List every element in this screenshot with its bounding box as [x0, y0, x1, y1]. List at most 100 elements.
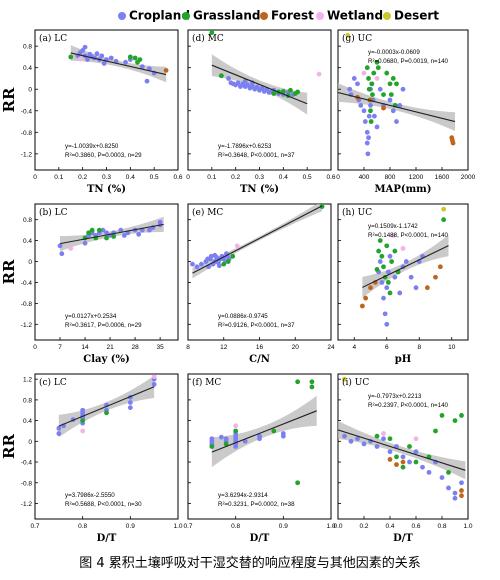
data-point [242, 438, 248, 444]
data-point [59, 251, 65, 257]
legend-marker [182, 11, 190, 20]
x-tick-label: 0.5 [303, 174, 312, 181]
x-tick-label: 0.2 [359, 523, 368, 530]
data-point [372, 113, 377, 119]
x-tick-label: 0.4 [385, 523, 394, 530]
data-point [234, 243, 240, 249]
data-point [374, 76, 380, 81]
regression-line [58, 386, 155, 427]
data-point [77, 56, 83, 62]
y-tick-label: -0.4 [21, 108, 33, 115]
regression-equation: y=0.0886x-0.9745 [218, 313, 268, 320]
data-point [408, 274, 414, 280]
data-point [104, 235, 109, 241]
x-tick-label: 0.8 [78, 523, 87, 530]
data-point [369, 81, 375, 87]
x-tick-label: 0.6 [173, 174, 182, 181]
data-point [89, 227, 95, 233]
data-point [365, 151, 371, 157]
data-point [433, 428, 438, 434]
data-point [319, 204, 325, 206]
data-point [370, 92, 375, 98]
y-tick-label: -0.8 [21, 480, 33, 487]
x-axis-label: Clay (%) [83, 354, 130, 365]
x-tick-label: 10 [448, 344, 456, 351]
x-tick-label: 0 [336, 174, 340, 181]
x-tick-label: 0.2 [78, 174, 87, 181]
plot-frame [34, 373, 179, 520]
x-tick-label: 21 [106, 344, 114, 351]
data-point [377, 238, 383, 244]
data-point [397, 290, 403, 296]
regression-stats: R²=0.3648, P<0.0001, n=37 [218, 152, 295, 159]
data-point [233, 423, 239, 429]
regression-equation: y=-1.7896x+0.6253 [218, 143, 272, 150]
data-point [366, 76, 371, 81]
y-tick-label: -1.2 [21, 322, 33, 329]
panel-tag: (c) LC [39, 377, 67, 388]
regression-stats: R²=0.5688, P<0.0001, n=30 [65, 501, 142, 508]
data-point [403, 259, 409, 264]
data-point [359, 303, 365, 309]
data-point [347, 86, 353, 92]
data-point [400, 246, 406, 251]
data-point [384, 243, 390, 249]
panel-d: 0 0.1 0.2 0.3 0.4 0.5 0.6 (d) MC y=-1.7896x+0.62… [186, 29, 336, 195]
data-point [295, 89, 301, 95]
data-point [342, 433, 347, 439]
data-point [387, 457, 393, 462]
data-point [390, 76, 396, 81]
data-point [101, 60, 107, 66]
data-point [375, 65, 381, 71]
regression-equation: y=3.6294x-2.9314 [218, 492, 268, 499]
data-point [392, 274, 398, 280]
x-tick-label: 35 [157, 344, 165, 351]
data-point [371, 70, 377, 76]
regression-stats: R²=0.2397, P<0.0001, n=140 [368, 402, 449, 409]
data-point [368, 119, 374, 124]
x-tick-label: 12 [220, 344, 228, 351]
x-tick-label: 1.0 [326, 523, 335, 530]
x-tick-label: 28 [131, 344, 139, 351]
data-point [452, 490, 458, 496]
data-point [104, 230, 109, 236]
x-axis-label: TN (%) [87, 184, 126, 195]
regression-line [70, 52, 167, 76]
data-point [271, 91, 277, 96]
data-point [199, 261, 204, 267]
data-point [358, 102, 364, 108]
x-tick-label: 8 [186, 344, 190, 351]
plot-area [338, 376, 466, 501]
data-point [381, 436, 386, 442]
data-point [135, 59, 140, 65]
data-point [57, 243, 63, 249]
panel-tag: (g) UC [342, 33, 372, 44]
data-point [390, 108, 396, 114]
x-tick-label: 20 [292, 344, 300, 351]
data-point [364, 140, 370, 146]
data-point [271, 428, 277, 434]
data-point [209, 30, 215, 36]
legend-item-grassland: Grassland [182, 8, 261, 23]
panel-i: 0.0 0.2 0.4 0.6 0.8 1.0 (i) UC y=-0.7973x+0.221… [333, 373, 473, 544]
figure-panels: -1.2 -0.8 -0.4 0 0.4 0.8 0 0.1 0.2 0.3 0.4 0.5 0.6 (a… [0, 29, 476, 544]
data-point [361, 441, 367, 447]
x-tick-label: 6 [385, 344, 389, 351]
legend-label: Forest [271, 8, 314, 23]
data-point [382, 311, 388, 317]
legend-marker [383, 11, 391, 20]
data-point [355, 81, 360, 87]
data-point [194, 264, 200, 270]
x-tick-label: 0.2 [231, 174, 240, 181]
regression-stats: R²=0.0680, P=0.0019, n=140 [368, 58, 449, 65]
regression-line [211, 64, 308, 105]
data-point [381, 105, 386, 111]
data-point [348, 438, 354, 444]
data-point [424, 285, 430, 291]
data-point [316, 71, 322, 77]
data-point [394, 119, 399, 124]
data-point [151, 381, 157, 387]
data-point [216, 263, 222, 269]
x-tick-label: 0.3 [255, 174, 264, 181]
data-point [280, 431, 286, 436]
